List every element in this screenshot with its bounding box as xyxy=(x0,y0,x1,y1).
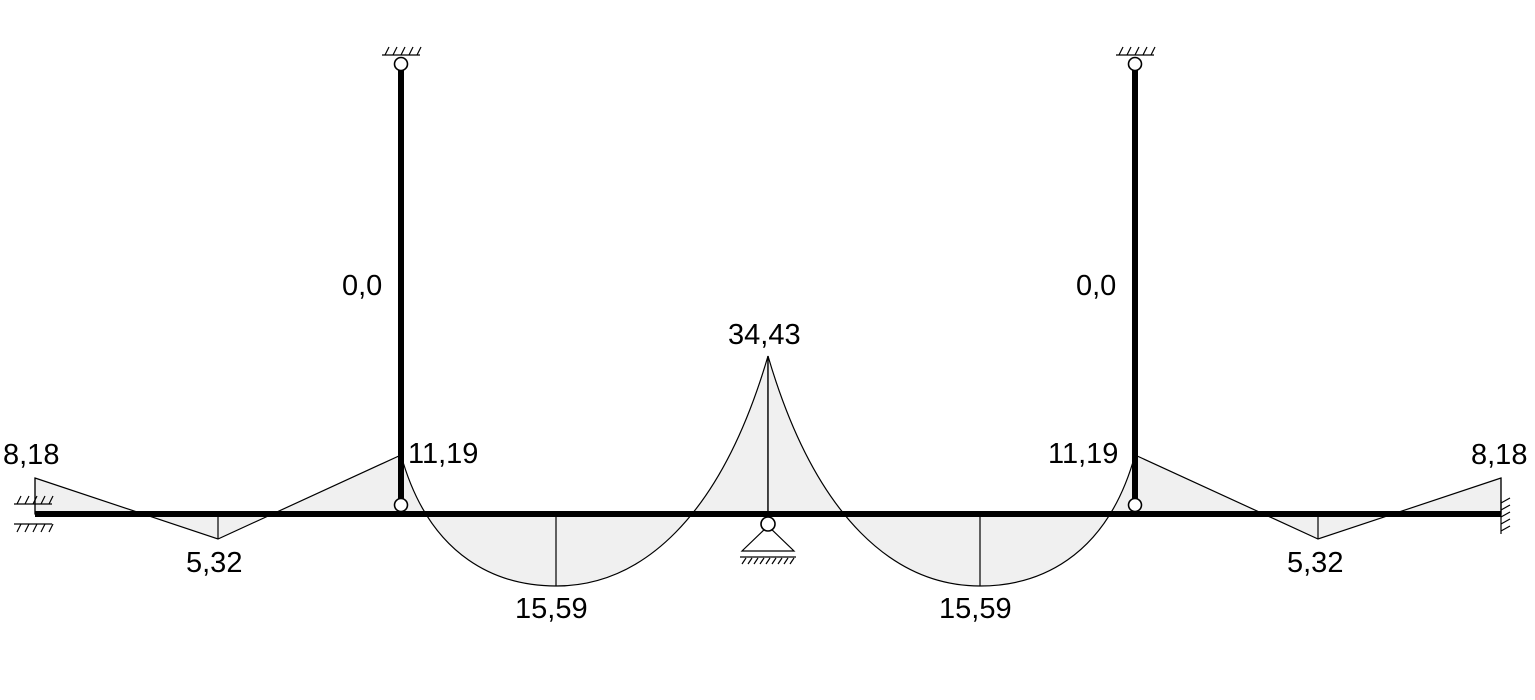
label-left-span1-mid: 5,32 xyxy=(186,547,242,579)
label-right-column-top: 0,0 xyxy=(1076,270,1116,302)
moment-labels: 0,0 0,0 34,43 8,18 11,19 11,19 8,18 5,32… xyxy=(3,270,1527,625)
label-left-joint: 11,19 xyxy=(408,438,478,470)
left-column-base-hinge-icon xyxy=(393,497,409,513)
right-fixed-support-icon xyxy=(1500,497,1511,534)
label-left-column-top: 0,0 xyxy=(342,270,382,302)
label-right-joint: 11,19 xyxy=(1048,438,1118,470)
label-right-span1-mid: 5,32 xyxy=(1287,547,1343,579)
right-column-top-support-icon xyxy=(1116,46,1156,72)
label-right-span2-mid: 15,59 xyxy=(939,593,1012,625)
left-fixed-support-icon xyxy=(14,495,54,533)
label-left-end: 8,18 xyxy=(3,439,59,471)
structure xyxy=(35,64,1501,517)
moment-diagram xyxy=(34,355,1502,587)
label-left-span2-mid: 15,59 xyxy=(515,593,588,625)
right-column-base-hinge-icon xyxy=(1127,497,1143,513)
center-pin-support-icon xyxy=(740,516,796,565)
left-column-top-support-icon xyxy=(382,46,422,72)
moment-area-left-inner-span xyxy=(400,355,769,587)
label-right-end: 8,18 xyxy=(1471,439,1527,471)
label-center-support: 34,43 xyxy=(728,319,801,351)
moment-area-right-inner-span xyxy=(767,355,1136,587)
